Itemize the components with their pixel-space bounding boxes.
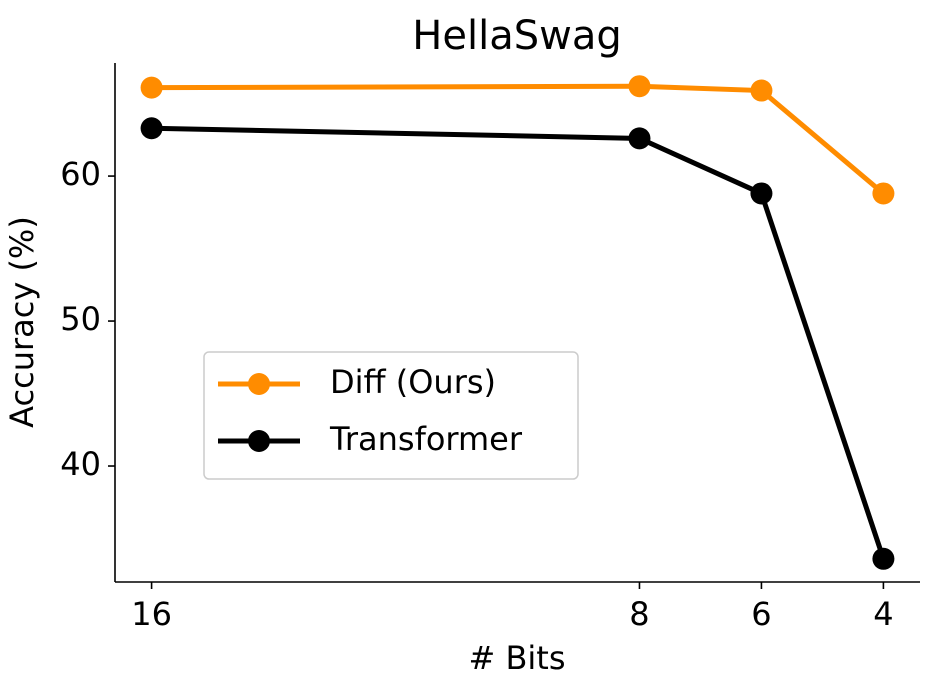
series-line [151,125,886,560]
legend-label: Diff (Ours) [330,363,496,401]
y-tick-label: 60 [60,155,101,193]
point [628,127,651,150]
y-axis-label: Accuracy (%) [3,216,41,428]
x-tick-label: 6 [751,595,771,633]
legend-label: Transformer [329,420,523,458]
x-tick-label: 4 [873,595,893,633]
point [628,75,651,98]
point [140,117,163,140]
point [872,182,895,205]
point [750,79,773,102]
series-line [151,83,886,196]
chart-title: HellaSwag [412,13,621,59]
point [872,547,895,570]
point [750,182,773,205]
x-tick-label: 8 [629,595,649,633]
y-tick-label: 50 [60,300,101,338]
x-axis-label: # Bits [468,639,565,677]
legend-marker [248,373,270,395]
x-tick-label: 16 [131,595,172,633]
legend-marker [248,430,270,452]
point [140,76,163,99]
y-tick-label: 40 [60,445,101,483]
